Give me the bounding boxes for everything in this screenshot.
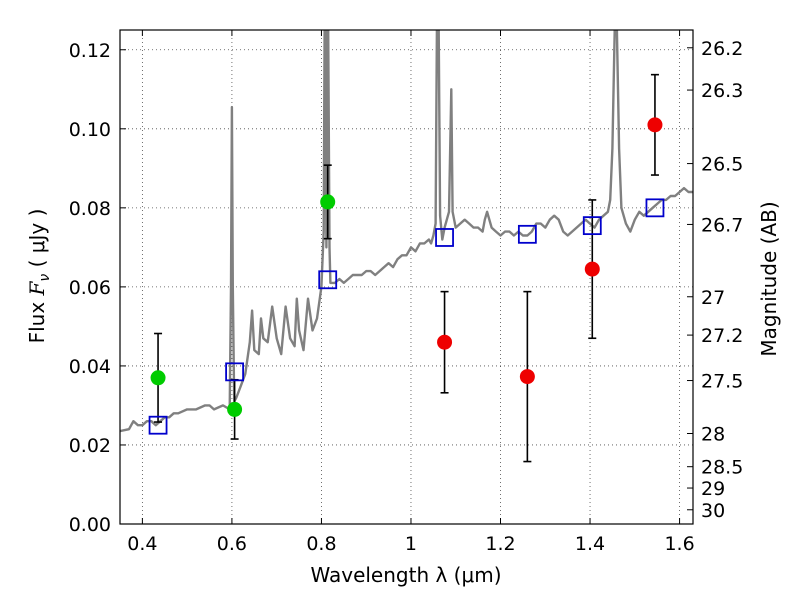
model-point bbox=[517, 224, 537, 244]
plot-area bbox=[120, 30, 693, 463]
x-tick-label: 0.6 bbox=[217, 533, 247, 555]
data-point bbox=[584, 261, 600, 277]
y-tick-label: 0.06 bbox=[69, 277, 111, 299]
data-point bbox=[437, 334, 453, 350]
y2-axis-label: Magnitude (AB) bbox=[757, 201, 781, 356]
y2-tick-label: 27.2 bbox=[701, 325, 743, 347]
x-tick-label: 0.8 bbox=[306, 533, 336, 555]
model-point bbox=[645, 198, 665, 218]
y-axis-label-prefix: Flux bbox=[25, 295, 49, 343]
x-tick-label: 1.6 bbox=[664, 533, 694, 555]
y2-tick-label: 30 bbox=[701, 500, 725, 522]
spectrum-line bbox=[120, 30, 693, 433]
y2-tick-label: 27 bbox=[701, 287, 725, 309]
x-tick-label: 1 bbox=[405, 533, 417, 555]
x-tick-label: 0.4 bbox=[127, 533, 157, 555]
y-tick-label: 0.04 bbox=[69, 356, 111, 378]
data-point bbox=[519, 369, 535, 385]
y2-tick-label: 27.5 bbox=[701, 371, 743, 393]
grid-layer bbox=[120, 30, 693, 525]
model-point bbox=[435, 228, 454, 247]
y2-tick-label: 28.5 bbox=[701, 457, 743, 479]
y-tick-label: 0.02 bbox=[69, 435, 111, 457]
y2-tick-label: 29 bbox=[701, 478, 725, 500]
y-tick-label: 0.08 bbox=[69, 198, 111, 220]
plot-frame bbox=[119, 29, 694, 525]
y-tick-label: 0.00 bbox=[69, 514, 111, 536]
data-point bbox=[647, 117, 663, 133]
data-point bbox=[320, 194, 336, 210]
x-tick-label: 1.4 bbox=[575, 533, 605, 555]
y-axis-label-subscript: ν bbox=[37, 274, 53, 282]
data-point bbox=[227, 401, 243, 417]
y2-tick-label: 26.2 bbox=[701, 38, 743, 60]
x-axis-label: Wavelength λ (μm) bbox=[310, 563, 501, 587]
data-point bbox=[150, 370, 166, 386]
model-point bbox=[318, 270, 338, 290]
y2-tick-label: 26.5 bbox=[701, 154, 743, 176]
x-tick-label: 1.2 bbox=[485, 533, 515, 555]
y-tick-label: 0.10 bbox=[69, 119, 111, 141]
y-axis-label: Flux Fν ( μJy ) bbox=[25, 209, 53, 344]
y2-tick-label: 26.7 bbox=[701, 214, 743, 236]
axes-layer: 0.4 0.6 0.8 1 1.2 1.4 1.6 0.00 0.02 0.04 0.06 0.08 0… bbox=[69, 29, 743, 555]
y2-tick-label: 28 bbox=[701, 423, 725, 445]
y-axis-label-suffix: ( μJy ) bbox=[25, 209, 49, 274]
model-point bbox=[582, 216, 602, 236]
y2-tick-label: 26.3 bbox=[701, 80, 743, 102]
y-axis-label-symbol: F bbox=[25, 280, 49, 296]
model-point bbox=[225, 362, 245, 382]
y-tick-label: 0.12 bbox=[69, 40, 111, 62]
model-point bbox=[148, 415, 168, 435]
